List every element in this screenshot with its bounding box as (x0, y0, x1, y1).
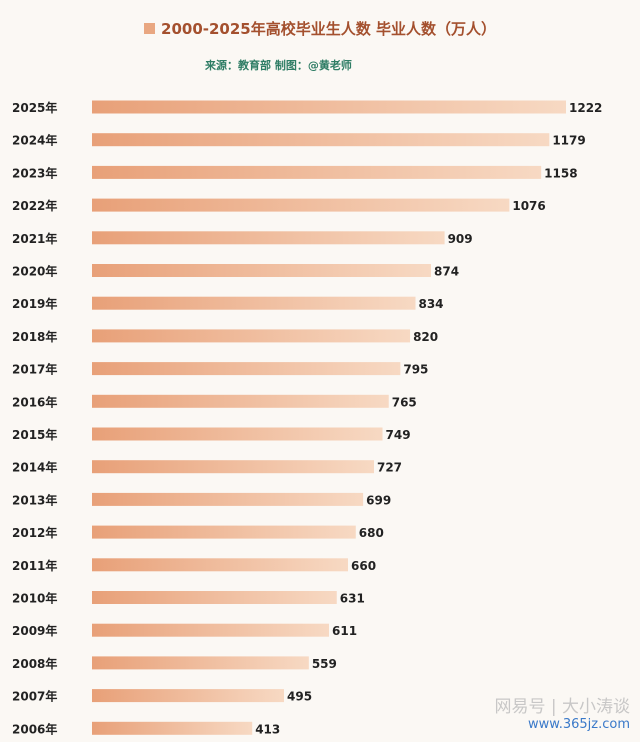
value-label: 765 (392, 395, 417, 409)
chart-title: 2000-2025年高校毕业生人数 毕业人数（万人） (161, 20, 496, 38)
category-label: 2012年 (12, 525, 57, 540)
bar (92, 492, 364, 506)
watermark-text: 网易号 | 大小涛谈 (494, 697, 630, 717)
bar (92, 689, 285, 703)
bar (92, 460, 374, 474)
category-label: 2010年 (12, 591, 57, 606)
value-label: 874 (434, 265, 459, 279)
category-label: 2024年 (12, 133, 57, 148)
value-label: 727 (377, 461, 402, 475)
watermark: 网易号 | 大小涛谈 www.365jz.com (494, 698, 630, 734)
category-label: 2017年 (12, 362, 57, 377)
value-label: 1222 (569, 101, 602, 115)
bar (92, 623, 329, 637)
value-label: 1179 (552, 134, 585, 148)
value-label: 820 (413, 330, 438, 344)
bar (92, 296, 416, 310)
category-label: 2023年 (12, 165, 57, 180)
legend-swatch (144, 23, 156, 34)
value-label: 834 (418, 297, 443, 311)
category-label: 2013年 (12, 492, 57, 507)
category-label: 2016年 (12, 394, 57, 409)
bar (92, 591, 337, 604)
bar (92, 721, 253, 735)
category-label: 2011年 (12, 558, 57, 573)
bar (92, 165, 542, 179)
bar (92, 264, 432, 277)
value-label: 1076 (512, 199, 545, 213)
bar (92, 362, 401, 376)
value-label: 413 (255, 722, 280, 736)
category-label: 2007年 (12, 689, 57, 704)
value-label: 631 (340, 592, 365, 606)
category-label: 2009年 (12, 623, 57, 638)
chart-source: 来源：教育部 制图：@黄老师 (205, 59, 352, 72)
bar (92, 198, 510, 212)
bar (92, 133, 550, 147)
value-label: 795 (403, 363, 428, 377)
bar (92, 427, 383, 441)
bar (92, 525, 356, 539)
category-label: 2014年 (12, 460, 57, 475)
value-label: 749 (386, 428, 411, 442)
bar (92, 329, 411, 343)
value-label: 909 (448, 232, 473, 246)
bar (92, 394, 389, 408)
watermark-url: www.365jz.com (528, 717, 630, 732)
bar (92, 656, 309, 670)
chart-title-row: 2000-2025年高校毕业生人数 毕业人数（万人） (144, 18, 496, 39)
category-label: 2015年 (12, 427, 57, 442)
value-label: 1158 (544, 166, 577, 180)
category-label: 2025年 (12, 100, 57, 115)
category-label: 2019年 (12, 296, 57, 311)
bar (92, 558, 349, 572)
bar (92, 100, 566, 114)
value-label: 680 (359, 526, 384, 540)
category-label: 2018年 (12, 329, 57, 344)
value-label: 699 (366, 493, 391, 507)
bar (92, 231, 445, 245)
category-label: 2008年 (12, 656, 57, 671)
chart-header: 2000-2025年高校毕业生人数 毕业人数（万人） (0, 18, 640, 39)
value-label: 611 (332, 624, 357, 638)
category-label: 2022年 (12, 198, 57, 213)
value-label: 495 (287, 690, 312, 704)
value-label: 660 (351, 559, 376, 573)
category-label: 2020年 (12, 264, 57, 279)
category-label: 2021年 (12, 231, 57, 246)
category-label: 2006年 (12, 721, 57, 736)
value-label: 559 (312, 657, 337, 671)
